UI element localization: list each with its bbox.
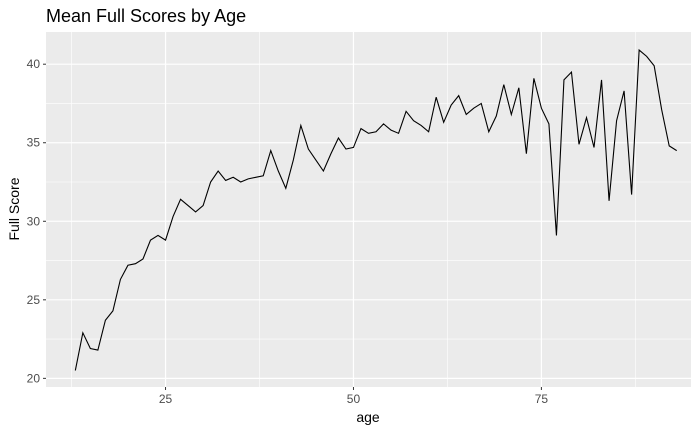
minor-gridlines [46,32,691,387]
plot-panel [46,32,691,387]
x-tick-label: 25 [159,392,173,406]
chart-title: Mean Full Scores by Age [46,6,246,26]
x-tick-label: 75 [535,392,549,406]
y-axis-label: Full Score [6,177,22,240]
x-axis-ticks: 25 50 75 [159,387,549,406]
y-tick-label: 35 [27,136,41,150]
y-tick-label: 25 [27,293,41,307]
series-line [74,48,678,371]
y-tick-label: 30 [27,214,41,228]
x-axis-label: age [356,409,380,425]
y-tick-label: 20 [27,371,41,385]
y-axis-ticks: 20 25 30 35 40 [27,57,46,385]
y-tick-label: 40 [27,57,41,71]
x-tick-label: 50 [347,392,361,406]
major-gridlines [46,32,691,387]
